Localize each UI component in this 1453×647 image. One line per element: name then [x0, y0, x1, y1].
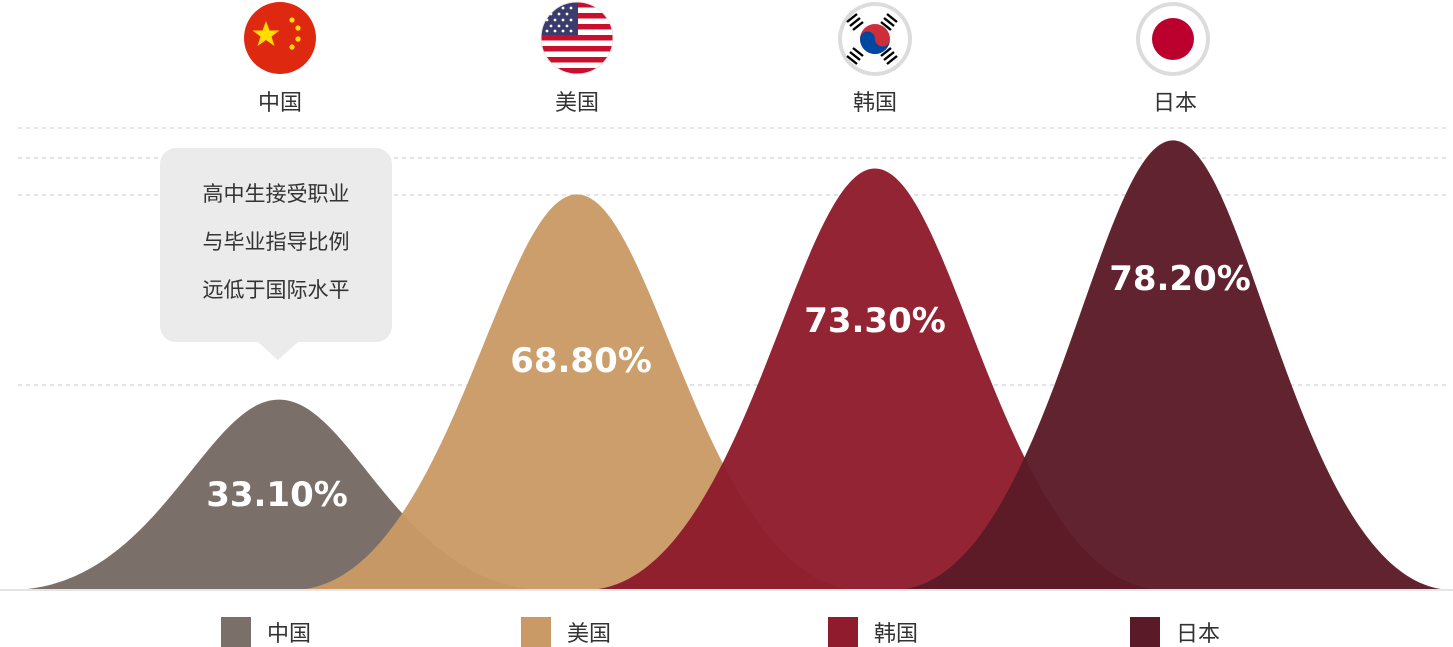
legend-item-japan: 日本: [1130, 617, 1220, 647]
value-label-japan: 78.20%: [1109, 259, 1251, 299]
callout-line-1: 高中生接受职业: [203, 182, 350, 206]
legend-swatch-korea: [828, 617, 858, 647]
usa-flag-icon: [540, 1, 614, 75]
flags: [244, 1, 1210, 76]
country-label-usa: 美国: [555, 91, 599, 116]
legend-label-korea: 韩国: [874, 622, 918, 647]
legend-label-usa: 美国: [567, 622, 611, 647]
annotation-callout: 高中生接受职业 与毕业指导比例 远低于国际水平: [160, 148, 392, 360]
legend-label-china: 中国: [267, 622, 311, 647]
value-label-korea: 73.30%: [804, 301, 946, 341]
legend-swatch-japan: [1130, 617, 1160, 647]
legend-item-korea: 韩国: [828, 617, 918, 647]
legend-swatch-china: [221, 617, 251, 647]
legend: 中国 美国 韩国 日本: [221, 617, 1220, 647]
callout-line-2: 与毕业指导比例: [203, 230, 350, 254]
callout-box: [160, 148, 392, 342]
country-label-china: 中国: [258, 91, 302, 116]
legend-swatch-usa: [521, 617, 551, 647]
japan-flag-icon: [1136, 2, 1210, 76]
value-label-usa: 68.80%: [510, 341, 652, 381]
value-label-china: 33.10%: [206, 475, 348, 515]
country-label-korea: 韩国: [853, 91, 897, 116]
country-label-japan: 日本: [1153, 91, 1197, 116]
legend-label-japan: 日本: [1176, 622, 1220, 647]
country-labels: 中国 美国 韩国 日本: [258, 91, 1197, 116]
gridlines: [18, 127, 1448, 386]
value-labels: 33.10% 68.80% 73.30% 78.20%: [206, 259, 1251, 515]
curve-japan: [893, 140, 1453, 590]
series-curves: [9, 140, 1453, 590]
callout-line-3: 远低于国际水平: [203, 278, 350, 302]
korea-flag-icon: [838, 2, 912, 76]
callout-pointer: [258, 342, 298, 360]
legend-item-china: 中国: [221, 617, 311, 647]
china-flag-icon: [244, 2, 316, 74]
legend-item-usa: 美国: [521, 617, 611, 647]
